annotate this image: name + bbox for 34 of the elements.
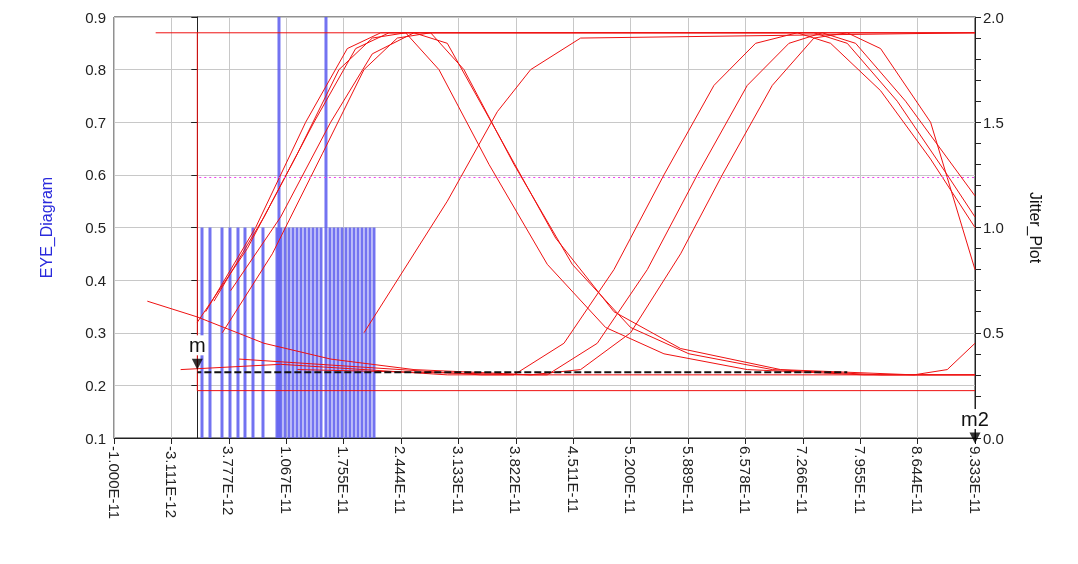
y2-axis-title: Jitter_Plot (1025, 191, 1044, 264)
x-tick-label: 3.777E-12 (220, 446, 238, 516)
x-tick-label: 7.266E-11 (794, 446, 812, 515)
y2-tick-label: 2.0 (983, 8, 1004, 26)
x-tick-label: 2.444E-11 (392, 446, 410, 515)
y-tick-label: 0.3 (85, 324, 106, 342)
y-tick-label: 0.4 (85, 271, 106, 289)
x-tick-label: 3.133E-11 (449, 446, 467, 515)
y-axis-title: EYE_Diagram (37, 176, 56, 279)
y2-tick-label: 1.5 (983, 113, 1004, 131)
x-tick-label: 3.822E-11 (507, 446, 525, 515)
x-tick-label: 1.755E-11 (335, 446, 353, 515)
y-tick-label: 0.7 (85, 113, 106, 131)
x-tick-label: 7.955E-11 (851, 446, 869, 515)
y2-tick-label: 1.0 (983, 219, 1004, 236)
y2-tick-label: 0.5 (983, 324, 1004, 342)
x-tick-label: 1.067E-11 (277, 446, 295, 515)
x-tick-label: 8.644E-11 (909, 446, 927, 515)
y-tick-label: 0.6 (85, 166, 106, 184)
y-tick-label: 0.5 (85, 219, 106, 236)
y2-tick-label: 0.0 (983, 429, 1004, 447)
x-tick-label: -1.000E-11 (105, 446, 123, 520)
x-tick-label: 9.333E-11 (966, 446, 984, 515)
annotation: m (188, 334, 206, 357)
x-tick-label: 6.578E-11 (736, 446, 754, 515)
y-tick-label: 0.9 (85, 8, 106, 26)
x-tick-label: 5.889E-11 (679, 446, 697, 515)
annotation: m2 (961, 408, 989, 430)
x-tick-label: -3.111E-12 (162, 446, 180, 518)
x-tick-label: 4.511E-11 (564, 446, 582, 513)
y-tick-label: 0.8 (85, 61, 106, 79)
y-tick-label: 0.1 (85, 429, 106, 447)
y-tick-label: 0.2 (85, 376, 106, 394)
x-tick-label: 5.200E-11 (622, 446, 640, 515)
